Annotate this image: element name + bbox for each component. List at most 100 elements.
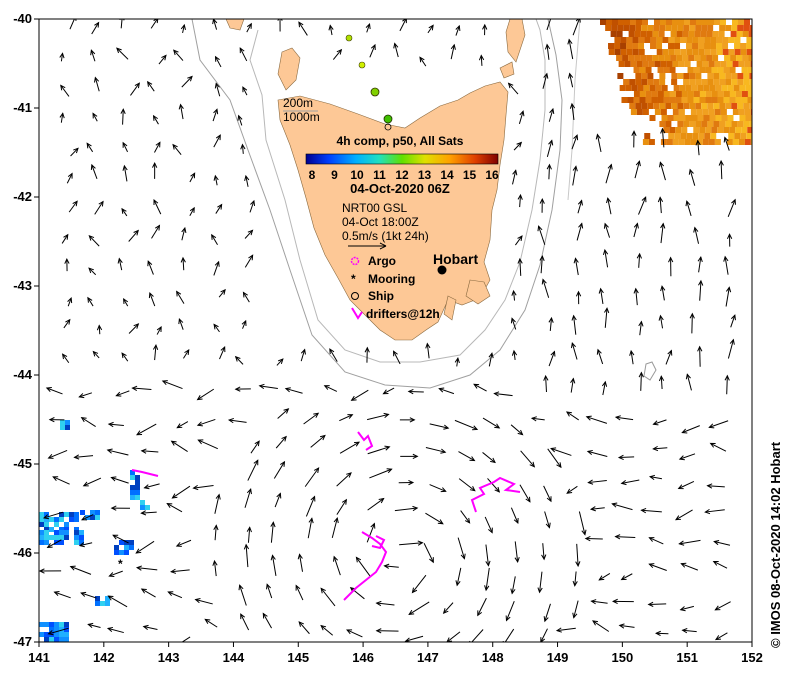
sst-cell xyxy=(644,37,651,43)
sst-cell xyxy=(705,127,712,133)
current-arrow xyxy=(714,601,731,611)
sst-cell xyxy=(715,115,722,121)
sst-cell xyxy=(708,61,715,67)
current-arrow xyxy=(546,163,552,180)
current-arrow xyxy=(618,623,635,629)
sst-cell xyxy=(711,127,718,133)
current-arrow xyxy=(571,134,579,150)
sst-cell xyxy=(623,25,630,31)
sst-cell xyxy=(632,43,639,49)
currents-scale-arrow xyxy=(348,242,387,250)
sst-cell xyxy=(59,627,64,632)
current-arrow xyxy=(196,418,216,427)
sst-cell xyxy=(49,627,54,632)
lon-tick-label: 144 xyxy=(223,650,245,665)
sst-cell xyxy=(660,109,667,115)
current-arrow xyxy=(658,375,665,390)
current-arrow xyxy=(45,387,63,395)
sst-cell xyxy=(675,127,682,133)
colorbar xyxy=(305,153,499,165)
sst-cell xyxy=(714,109,721,115)
current-arrow xyxy=(511,349,518,360)
colorbar-tick-label: 12 xyxy=(395,168,409,182)
current-arrow xyxy=(350,389,369,401)
sst-cell xyxy=(663,97,670,103)
sst-cell xyxy=(629,79,636,85)
current-arrow xyxy=(304,467,320,487)
current-arrow xyxy=(130,82,140,96)
current-arrow xyxy=(457,537,466,560)
sst-cell xyxy=(65,425,70,430)
sst-cell xyxy=(732,139,739,145)
sst-cell xyxy=(741,127,748,133)
sst-cell xyxy=(743,103,750,109)
current-arrow xyxy=(96,324,103,335)
sst-cell xyxy=(635,73,642,79)
sst-cell xyxy=(689,25,696,31)
sst-cell xyxy=(746,133,752,139)
current-arrow xyxy=(659,161,666,181)
drifter-legend-icon xyxy=(351,307,363,320)
current-arrow xyxy=(657,196,664,214)
sst-cell xyxy=(735,127,742,133)
current-arrow xyxy=(636,252,642,268)
current-arrow xyxy=(239,47,248,62)
sst-cell xyxy=(737,121,744,127)
current-arrow xyxy=(425,512,444,525)
lat-tick-label: -42 xyxy=(13,189,32,204)
sst-cell xyxy=(39,517,44,522)
sst-cell xyxy=(642,139,649,145)
sst-cell xyxy=(661,85,668,91)
current-arrow xyxy=(153,198,162,215)
bathymetry-contour-200m xyxy=(249,19,546,363)
sst-cell xyxy=(54,530,59,535)
sst-cell xyxy=(626,49,633,55)
current-arrow xyxy=(478,54,485,66)
sst-cell xyxy=(54,632,59,637)
current-arrow xyxy=(297,553,304,572)
current-arrow xyxy=(638,371,644,391)
sst-cell xyxy=(688,31,695,37)
current-arrow xyxy=(215,203,223,214)
current-arrow xyxy=(546,19,552,31)
sst-cell xyxy=(657,91,664,97)
current-arrow xyxy=(572,571,578,587)
lat-tick-label: -45 xyxy=(13,456,32,471)
sst-cell xyxy=(692,43,699,49)
sst-cell xyxy=(677,121,684,127)
colorbar-tick-label: 14 xyxy=(440,168,454,182)
sst-cell xyxy=(639,91,646,97)
current-arrow xyxy=(427,24,434,34)
current-arrow xyxy=(355,556,371,577)
current-arrow xyxy=(277,408,290,419)
sst-cell xyxy=(80,510,85,515)
sst-cell xyxy=(49,517,54,522)
current-arrow xyxy=(460,510,471,524)
sst-cell xyxy=(49,527,54,532)
current-arrow xyxy=(47,627,69,636)
current-arrow xyxy=(66,172,73,184)
sst-cell xyxy=(738,19,745,25)
sst-cell xyxy=(79,530,84,535)
current-arrow xyxy=(258,383,278,390)
current-arrow xyxy=(176,421,189,429)
current-arrow xyxy=(242,86,248,96)
sst-cell xyxy=(737,73,744,79)
current-arrow xyxy=(142,624,158,630)
drifter-track xyxy=(343,531,388,601)
current-arrow xyxy=(689,312,695,334)
sst-cell xyxy=(706,55,713,61)
sst-cell xyxy=(697,85,704,91)
current-arrow xyxy=(429,423,450,430)
current-arrow xyxy=(660,222,666,244)
sst-cell xyxy=(105,596,110,601)
sst-cell xyxy=(707,73,714,79)
current-arrow xyxy=(246,22,252,33)
current-arrow xyxy=(469,629,484,642)
sst-cell xyxy=(710,43,717,49)
sst-cell xyxy=(746,43,752,49)
current-arrow xyxy=(541,278,550,298)
sst-cell xyxy=(64,622,69,627)
current-arrow xyxy=(668,256,674,277)
sst-cell xyxy=(702,109,709,115)
